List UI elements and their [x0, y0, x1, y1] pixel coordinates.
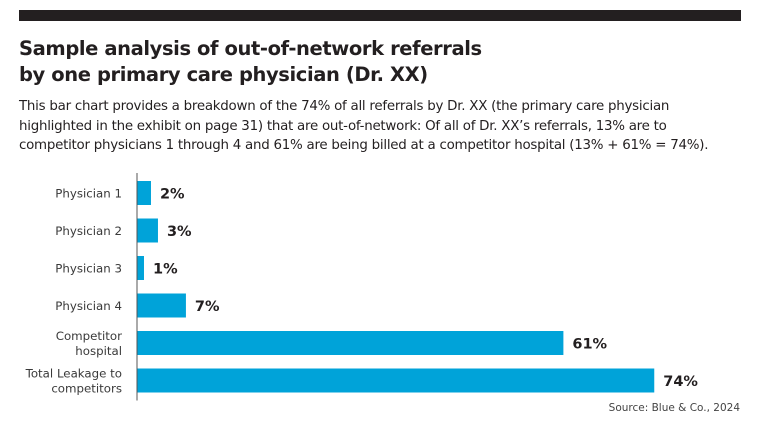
value-label: 7% [195, 299, 220, 315]
description-line-2: highlighted in the exhibit on page 31) t… [19, 118, 667, 134]
description-line-3: competitor physicians 1 through 4 and 61… [19, 138, 709, 153]
title-line-1: Sample analysis of out-of-network referr… [19, 37, 482, 60]
bar-3 [137, 293, 186, 318]
value-label: 74% [663, 374, 698, 390]
bar-2 [137, 256, 144, 280]
source-note: Source: Blue & Co., 2024 [608, 402, 740, 414]
value-label: 61% [572, 337, 607, 353]
bar-0 [137, 181, 151, 205]
category-label: Physician 4 [55, 299, 122, 313]
description-line-1: This bar chart provides a breakdown of t… [19, 99, 670, 114]
category-label: Physician 2 [55, 224, 122, 238]
value-label: 3% [167, 224, 192, 240]
top-rule [19, 10, 741, 21]
chart-description: This bar chart provides a breakdown of t… [19, 97, 759, 156]
category-label: Physician 3 [55, 262, 122, 276]
value-label: 1% [153, 262, 178, 278]
category-label: hospital [75, 344, 122, 358]
title-line-2: by one primary care physician (Dr. XX) [19, 63, 428, 86]
category-label: competitors [51, 382, 122, 396]
value-label: 2% [160, 187, 185, 203]
category-label: Physician 1 [55, 187, 122, 201]
category-label: Competitor [56, 329, 122, 343]
bar-5 [137, 368, 655, 393]
bar-4 [137, 331, 564, 355]
bar-chart: 2% Physician 1 3% Physician 2 1% Physician 3 7… [25, 173, 698, 401]
category-label: Total Leakage to [25, 367, 122, 381]
chart-title: Sample analysis of out-of-network referr… [19, 36, 739, 88]
bar-1 [137, 218, 158, 243]
bars-group: 2% Physician 1 3% Physician 2 1% Physician 3 7… [25, 181, 698, 396]
